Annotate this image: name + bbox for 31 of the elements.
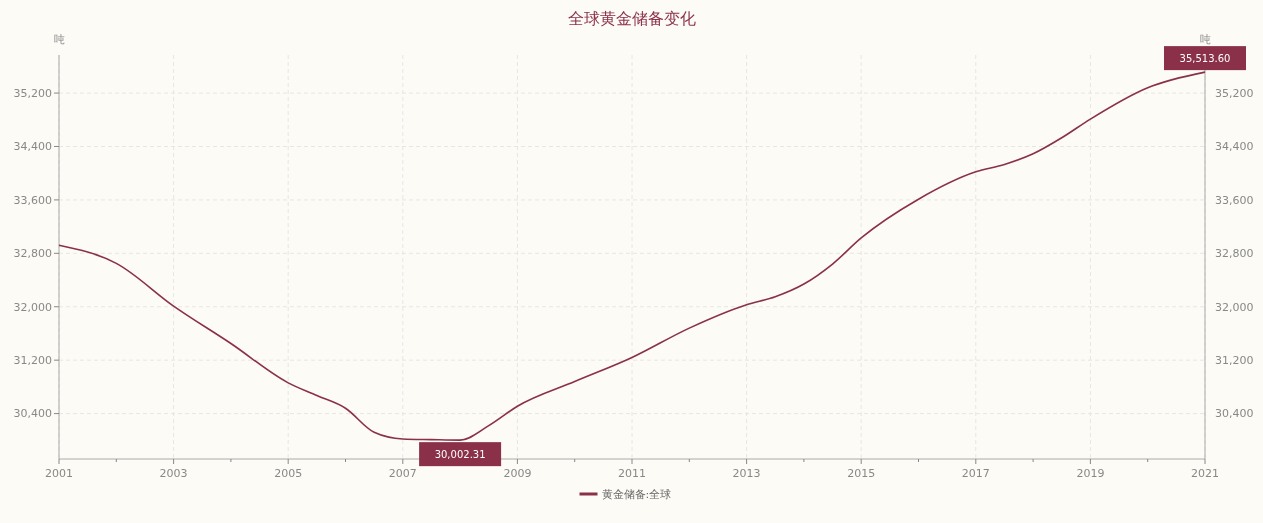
chart-title: 全球黄金储备变化 bbox=[567, 9, 696, 28]
y-tick-label: 32,800 bbox=[13, 247, 52, 261]
y2-axis-title: 吨 bbox=[1199, 33, 1211, 46]
x-tick-label: 2007 bbox=[388, 467, 417, 480]
x-tick-label: 2021 bbox=[1191, 467, 1219, 480]
y2-tick-label: 32,800 bbox=[1215, 247, 1254, 261]
x-tick-label: 2009 bbox=[503, 467, 532, 480]
x-tick-label: 2001 bbox=[45, 467, 73, 480]
y-tick-label: 35,200 bbox=[13, 86, 52, 100]
legend-label: 黄金储备:全球 bbox=[601, 487, 672, 501]
x-tick-label: 2003 bbox=[159, 467, 188, 480]
y2-tick-label: 33,600 bbox=[1215, 193, 1254, 207]
y-tick-label: 33,600 bbox=[13, 193, 52, 207]
x-tick-label: 2015 bbox=[847, 467, 876, 480]
y-tick-label: 30,400 bbox=[13, 407, 52, 421]
y-tick-label: 34,400 bbox=[13, 140, 52, 154]
y-tick-label: 32,000 bbox=[13, 300, 52, 314]
annotation: 30,002.31 bbox=[434, 448, 486, 460]
y2-tick-label: 34,400 bbox=[1215, 140, 1254, 154]
y2-tick-label: 35,200 bbox=[1215, 86, 1254, 100]
y-axis-title: 吨 bbox=[53, 33, 65, 46]
x-tick-label: 2013 bbox=[732, 467, 761, 480]
annotation: 35,513.60 bbox=[1179, 52, 1231, 64]
x-tick-label: 2011 bbox=[618, 467, 646, 480]
y2-tick-label: 30,400 bbox=[1215, 407, 1254, 421]
y-tick-label: 31,200 bbox=[13, 354, 52, 368]
x-tick-label: 2019 bbox=[1076, 467, 1105, 480]
x-tick-label: 2017 bbox=[961, 467, 990, 480]
y2-tick-label: 32,000 bbox=[1215, 300, 1254, 314]
y2-tick-label: 31,200 bbox=[1215, 354, 1254, 368]
x-tick-label: 2005 bbox=[274, 467, 303, 480]
